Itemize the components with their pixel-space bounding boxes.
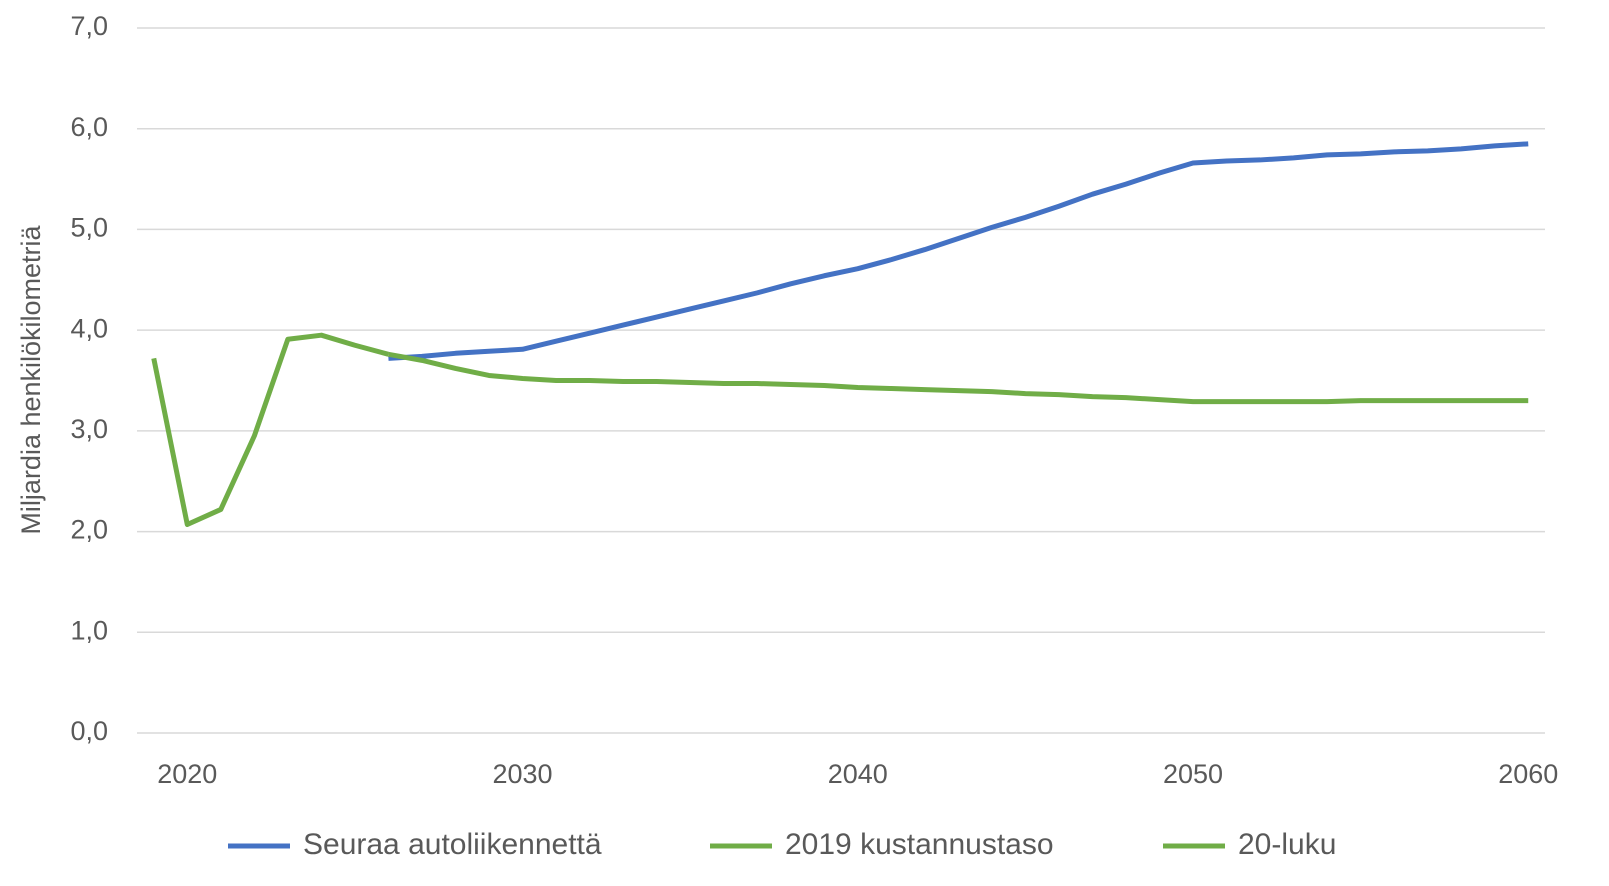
y-tick-label: 4,0 [70,313,108,343]
legend-label: 20-luku [1238,828,1336,861]
series-line [387,351,1529,405]
y-tick-label: 1,0 [70,615,108,645]
y-axis-label: Miljardia henkilökilometriä [16,224,46,534]
series-line [151,332,390,528]
x-tick-label: 2030 [492,759,552,789]
legend-label: Seuraa autoliikennettä [303,828,602,861]
x-tick-label: 2020 [157,759,217,789]
series-line [388,141,1529,361]
legend-label: 2019 kustannustaso [785,828,1054,861]
y-tick-label: 7,0 [70,11,108,41]
x-tick-label: 2050 [1163,759,1223,789]
x-tick-label: 2040 [828,759,888,789]
y-tick-label: 6,0 [70,112,108,142]
x-tick-label: 2060 [1498,759,1558,789]
y-tick-label: 5,0 [70,213,108,243]
y-tick-label: 2,0 [70,515,108,545]
y-tick-label: 0,0 [70,716,108,746]
y-tick-label: 3,0 [70,414,108,444]
